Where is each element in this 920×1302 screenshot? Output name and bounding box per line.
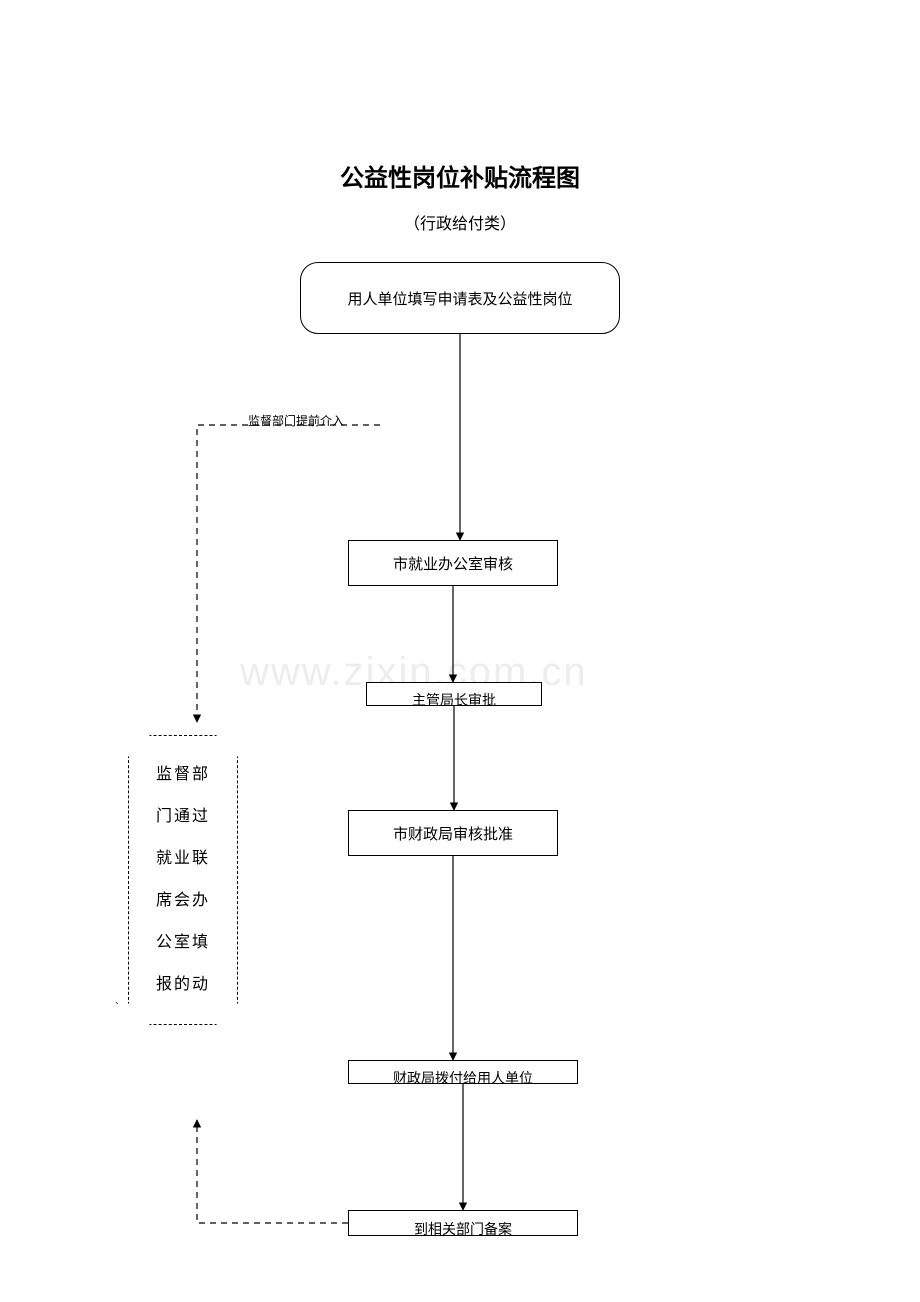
node-finance-bureau-approve: 市财政局审核批准 xyxy=(348,810,558,856)
page-subtitle: （行政给付类） xyxy=(0,210,920,234)
stray-mark: ` xyxy=(115,1000,119,1014)
supervision-note: 监督部门提前介入 xyxy=(248,412,344,429)
node-finance-disburse: 财政局拨付给用人单位 xyxy=(348,1060,578,1084)
page-title: 公益性岗位补贴流程图 xyxy=(0,158,920,193)
node-employment-office-review: 市就业办公室审核 xyxy=(348,540,558,586)
node-file-record: 到相关部门备案 xyxy=(348,1210,578,1236)
supervision-hex-note: 监督部 门通过 就业联 席会办 公室填 报的动 xyxy=(128,735,238,1025)
node-applicant-fill-form: 用人单位填写申请表及公益性岗位 xyxy=(300,262,620,334)
node-director-approval: 主管局长审批 xyxy=(366,682,542,706)
supervision-hex-text: 监督部 门通过 就业联 席会办 公室填 报的动 xyxy=(156,754,210,1006)
flowchart-canvas: 公益性岗位补贴流程图 （行政给付类） www.zixin.com.cn 监督部门… xyxy=(0,0,920,1302)
